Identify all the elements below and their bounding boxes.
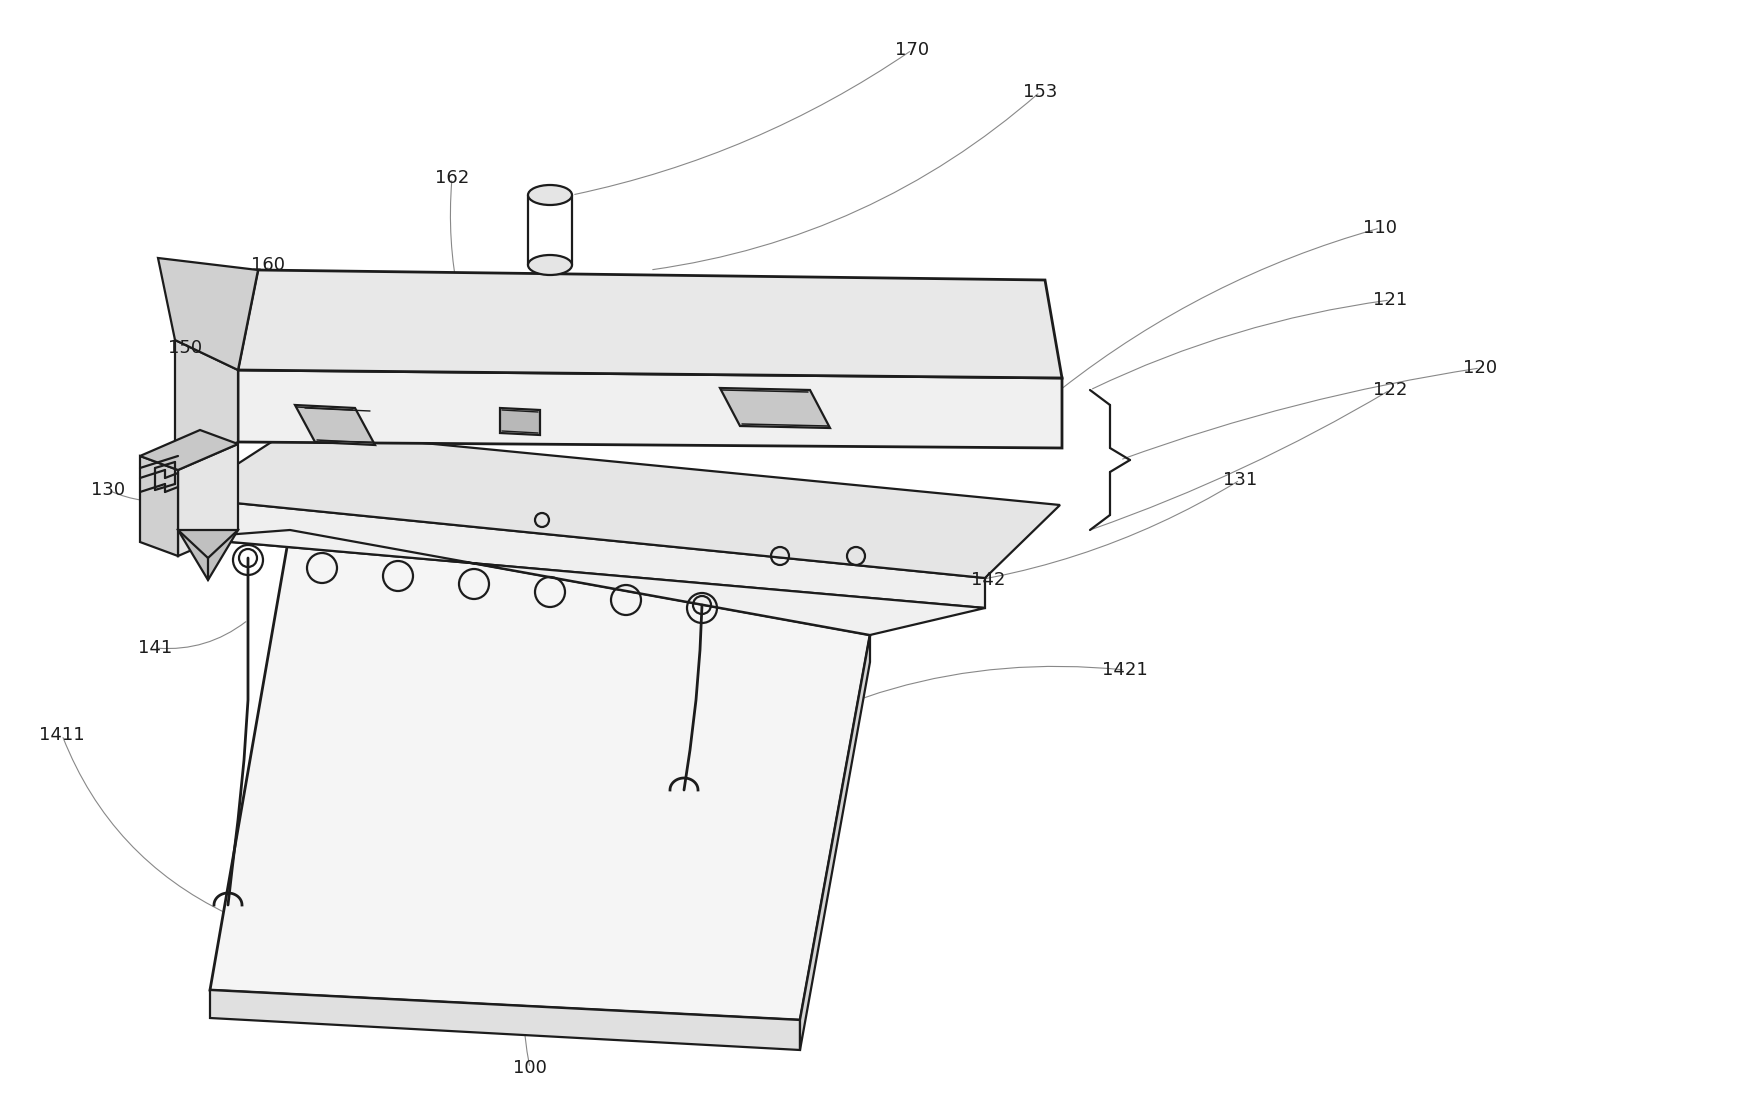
Polygon shape	[177, 443, 239, 556]
Polygon shape	[211, 990, 800, 1050]
Polygon shape	[184, 498, 985, 608]
Polygon shape	[184, 530, 985, 635]
Text: 120: 120	[1464, 359, 1497, 377]
Polygon shape	[500, 408, 541, 435]
Text: 122: 122	[1372, 381, 1408, 399]
Polygon shape	[184, 430, 1060, 578]
Polygon shape	[158, 258, 258, 370]
Ellipse shape	[528, 255, 572, 275]
Text: 100: 100	[512, 1059, 548, 1077]
Polygon shape	[720, 388, 830, 428]
Text: 141: 141	[139, 639, 172, 657]
Polygon shape	[177, 530, 239, 580]
Text: 110: 110	[1364, 219, 1397, 237]
Text: 1421: 1421	[1102, 661, 1148, 679]
Polygon shape	[295, 405, 376, 445]
Text: 150: 150	[168, 339, 202, 357]
Text: 160: 160	[251, 256, 284, 274]
Polygon shape	[800, 635, 870, 1050]
Polygon shape	[239, 370, 1062, 448]
Polygon shape	[140, 430, 239, 470]
Text: 162: 162	[435, 169, 469, 187]
Text: 1411: 1411	[39, 726, 84, 744]
Text: 142: 142	[971, 570, 1006, 589]
Polygon shape	[176, 341, 239, 470]
Text: 170: 170	[895, 41, 928, 59]
Polygon shape	[140, 456, 177, 556]
Text: 153: 153	[1023, 83, 1057, 101]
Text: 130: 130	[91, 481, 125, 499]
Text: 131: 131	[1223, 471, 1257, 489]
Polygon shape	[239, 270, 1062, 378]
Polygon shape	[211, 530, 870, 1021]
Ellipse shape	[528, 185, 572, 205]
Text: 121: 121	[1372, 291, 1408, 309]
